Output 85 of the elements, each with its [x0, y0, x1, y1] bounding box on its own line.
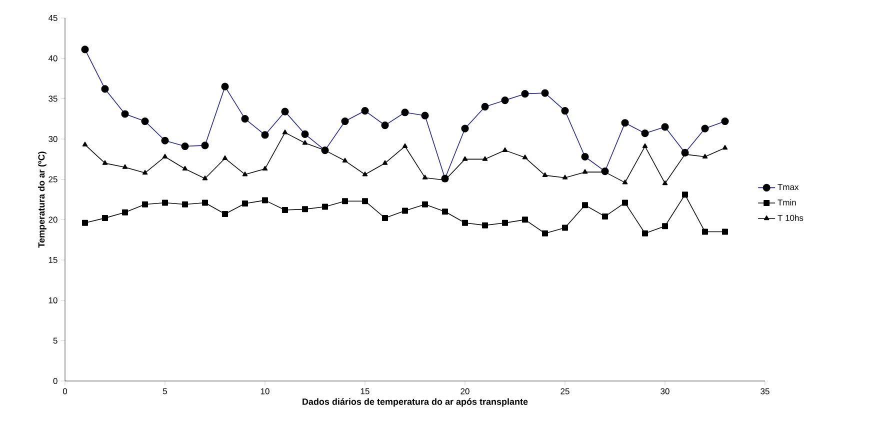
- point: [222, 211, 228, 218]
- point: [422, 174, 428, 180]
- point: [182, 201, 188, 208]
- point: [542, 230, 548, 236]
- point: [642, 230, 648, 236]
- point: [662, 180, 668, 186]
- y-tick-label: 20: [48, 216, 58, 223]
- point: [662, 223, 668, 230]
- x-tick-label: 35: [760, 388, 770, 394]
- point: [502, 220, 508, 226]
- x-tick-label: 5: [162, 388, 168, 394]
- point: [462, 220, 468, 226]
- point: [482, 222, 488, 228]
- point: [302, 206, 308, 212]
- point: [322, 204, 328, 210]
- y-tick-label: 0: [53, 378, 58, 384]
- point: [702, 154, 708, 158]
- y-tick-label: 35: [48, 96, 58, 102]
- point: [142, 201, 148, 208]
- point: [242, 171, 248, 176]
- point: [162, 154, 168, 158]
- point: [282, 130, 288, 134]
- x-tick-label: 30: [660, 388, 670, 394]
- point: [642, 143, 648, 148]
- point: [82, 142, 88, 146]
- point: [702, 228, 708, 235]
- point: [482, 156, 488, 161]
- point: [402, 208, 408, 214]
- point: [102, 160, 108, 165]
- x-tick-label: 15: [360, 388, 370, 394]
- point: [342, 158, 348, 162]
- point: [382, 160, 388, 165]
- point: [342, 198, 348, 204]
- point: [502, 147, 508, 152]
- point: [582, 169, 588, 174]
- point: [722, 144, 728, 150]
- point: [122, 209, 128, 216]
- y-tick-label: 10: [48, 297, 58, 304]
- point: [222, 155, 228, 160]
- point: [562, 174, 568, 180]
- y-tick-label: 40: [48, 55, 58, 62]
- point: [362, 198, 368, 204]
- point: [202, 200, 208, 206]
- point: [282, 206, 288, 213]
- x-tick-label: 0: [62, 388, 68, 394]
- point: [602, 213, 608, 220]
- point: [722, 228, 728, 235]
- x-tick-label: 20: [460, 388, 470, 394]
- y-tick-label: 25: [48, 176, 58, 182]
- legend-label: T 10hs: [778, 214, 804, 221]
- point: [462, 156, 468, 161]
- x-tick-label: 10: [260, 388, 270, 394]
- y-tick-label: 45: [48, 15, 58, 21]
- y-tick-label: 15: [48, 257, 58, 263]
- y-tick-label: 5: [53, 338, 58, 344]
- y-tick-label: 30: [48, 136, 58, 142]
- legend-label: Tmax: [778, 184, 799, 190]
- point: [542, 172, 548, 177]
- point: [682, 192, 688, 198]
- point: [442, 208, 448, 215]
- point: [422, 201, 428, 208]
- point: [202, 176, 208, 180]
- point: [122, 164, 128, 169]
- point: [402, 143, 408, 148]
- point: [162, 200, 168, 206]
- point: [522, 216, 528, 223]
- x-tick-label: 25: [560, 388, 570, 394]
- point: [182, 166, 188, 171]
- point: [142, 170, 148, 175]
- point: [262, 197, 268, 204]
- point: [262, 166, 268, 171]
- point: [242, 200, 248, 207]
- point: [582, 202, 588, 208]
- point: [302, 140, 308, 145]
- point: [362, 171, 368, 176]
- x-axis-title: Dados diários de temperatura do ar após transplante: [302, 398, 528, 407]
- point: [562, 224, 568, 231]
- point: [622, 180, 628, 184]
- point: [382, 215, 388, 222]
- point: [622, 200, 628, 206]
- point: [82, 220, 88, 226]
- point: [102, 215, 108, 222]
- point: [522, 154, 528, 160]
- legend-label: Tmin: [778, 199, 796, 206]
- y-axis-title: Temperatura do ar (ºC): [38, 152, 46, 248]
